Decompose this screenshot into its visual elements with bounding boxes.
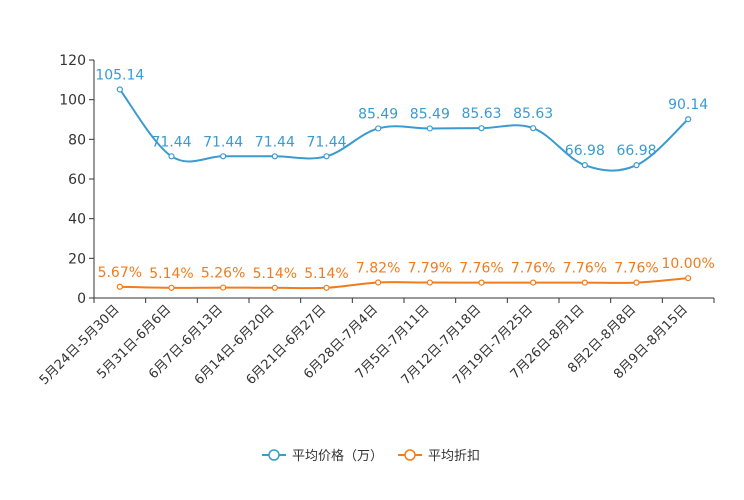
- data-point[interactable]: [530, 279, 537, 286]
- data-label: 71.44: [306, 134, 346, 150]
- data-point[interactable]: [116, 283, 123, 290]
- legend-item-2[interactable]: 平均折扣: [398, 449, 480, 464]
- data-point[interactable]: [375, 125, 382, 132]
- data-label: 7.79%: [408, 261, 452, 277]
- legend[interactable]: 平均价格（万） 平均折扣: [262, 448, 480, 464]
- data-label: 7.76%: [563, 261, 607, 277]
- y-tick-label: 40: [68, 212, 86, 228]
- y-tick-label: 20: [68, 251, 86, 267]
- series-1: 105.14 71.44 71.44 71.44 71.44 85.49 85.49 85.6…: [95, 67, 708, 172]
- data-label: 85.49: [358, 106, 398, 122]
- y-tick-label: 100: [59, 93, 86, 109]
- y-tick-label: 120: [59, 53, 86, 69]
- data-label: 71.44: [203, 134, 243, 150]
- x-axis: 5月24日-5月30日5月31日-6月6日6月7日-6月13日6月14日-6月2…: [37, 297, 715, 388]
- data-point[interactable]: [271, 284, 278, 291]
- data-label: 5.14%: [304, 266, 348, 282]
- data-point[interactable]: [426, 279, 433, 286]
- data-point[interactable]: [323, 153, 330, 160]
- data-label: 66.98: [565, 143, 605, 159]
- y-axis: 0 20 40 60 80 100 120: [59, 53, 95, 307]
- data-point[interactable]: [581, 279, 588, 286]
- data-point[interactable]: [530, 125, 537, 132]
- y-tick-label: 0: [77, 291, 86, 307]
- data-label: 5.26%: [201, 266, 245, 282]
- data-label: 105.14: [95, 67, 144, 83]
- data-point[interactable]: [168, 284, 175, 291]
- data-label: 7.76%: [614, 261, 658, 277]
- data-label: 5.67%: [98, 265, 142, 281]
- series-line: [119, 88, 689, 172]
- data-label: 71.44: [151, 134, 191, 150]
- data-label: 71.44: [255, 134, 295, 150]
- data-label: 7.76%: [459, 261, 503, 277]
- y-tick-label: 80: [68, 132, 86, 148]
- legend-label: 平均价格（万）: [292, 448, 383, 464]
- data-point[interactable]: [220, 153, 227, 160]
- series-line: [119, 277, 689, 290]
- y-tick-label: 60: [68, 172, 86, 188]
- data-label: 85.63: [513, 106, 553, 122]
- data-label: 90.14: [668, 97, 708, 113]
- data-point[interactable]: [168, 153, 175, 160]
- data-point[interactable]: [478, 279, 485, 286]
- data-point[interactable]: [478, 125, 485, 132]
- data-label: 7.82%: [356, 260, 400, 276]
- data-label: 5.14%: [149, 266, 193, 282]
- data-point[interactable]: [375, 279, 382, 286]
- data-point[interactable]: [271, 153, 278, 160]
- data-point[interactable]: [685, 116, 692, 123]
- data-point[interactable]: [633, 162, 640, 169]
- series-2: 5.67% 5.14% 5.26% 5.14% 5.14% 7.82% 7.79% 7.76%…: [98, 256, 715, 291]
- data-point[interactable]: [426, 125, 433, 132]
- data-label: 66.98: [616, 143, 656, 159]
- data-point[interactable]: [116, 86, 123, 93]
- data-label: 5.14%: [253, 266, 297, 282]
- data-label: 85.63: [461, 106, 501, 122]
- series-layer: 105.14 71.44 71.44 71.44 71.44 85.49 85.49 85.6…: [95, 67, 715, 291]
- legend-item-1[interactable]: 平均价格（万）: [262, 448, 383, 464]
- data-point[interactable]: [220, 284, 227, 291]
- data-point[interactable]: [685, 275, 692, 282]
- legend-marker-icon: [404, 449, 416, 461]
- legend-marker-icon: [268, 449, 280, 461]
- data-point[interactable]: [633, 279, 640, 286]
- data-label: 7.76%: [511, 261, 555, 277]
- data-label: 10.00%: [661, 256, 714, 272]
- data-point[interactable]: [323, 284, 330, 291]
- data-label: 85.49: [410, 106, 450, 122]
- data-point[interactable]: [581, 162, 588, 169]
- legend-label: 平均折扣: [428, 449, 480, 464]
